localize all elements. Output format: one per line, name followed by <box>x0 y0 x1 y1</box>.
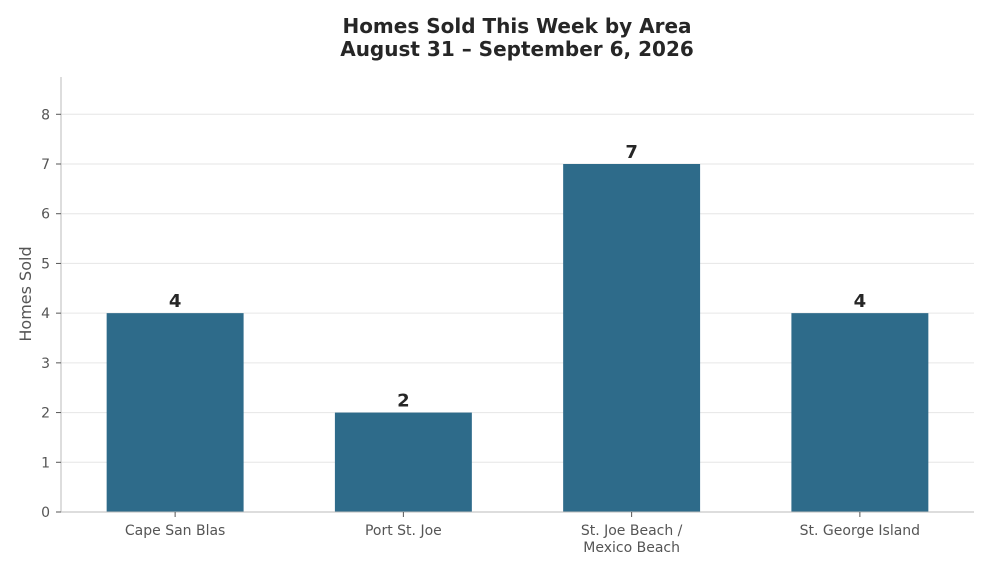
y-tick-label-7: 7 <box>41 157 50 173</box>
data-labels: 4 2 7 4 <box>169 142 866 412</box>
data-label-0: 4 <box>169 291 182 312</box>
y-tick-label-1: 1 <box>41 455 50 471</box>
bar-0 <box>106 313 244 512</box>
data-label-3: 4 <box>854 291 867 312</box>
x-tick-label-2-line-1: Mexico Beach <box>583 540 680 556</box>
x-axis-ticks: Cape San Blas Port St. Joe St. Joe Beach /… <box>125 512 920 556</box>
y-tick-label-2: 2 <box>41 406 50 422</box>
y-tick-label-5: 5 <box>41 256 50 272</box>
bar-2 <box>563 164 701 512</box>
y-tick-label-6: 6 <box>41 207 50 223</box>
chart-title: Homes Sold This Week by Area August 31 –… <box>340 14 694 61</box>
chart-title-line-2: August 31 – September 6, 2026 <box>340 37 694 61</box>
x-tick-label-2-line-0: St. Joe Beach / <box>581 523 683 539</box>
x-tick-label-3: St. George Island <box>800 523 920 539</box>
y-tick-label-0: 0 <box>41 505 50 521</box>
x-tick-label-3-line-0: St. George Island <box>800 523 920 539</box>
data-label-1: 2 <box>397 391 410 412</box>
y-axis-ticks: 0 1 2 3 4 5 6 7 8 <box>41 107 61 521</box>
bars <box>106 164 929 512</box>
y-tick-label-3: 3 <box>41 356 50 372</box>
x-tick-label-0: Cape San Blas <box>125 523 225 539</box>
x-tick-label-0-line-0: Cape San Blas <box>125 523 225 539</box>
x-tick-label-2: St. Joe Beach / Mexico Beach <box>581 523 683 556</box>
y-tick-label-4: 4 <box>41 306 50 322</box>
axes <box>60 77 974 513</box>
chart-title-line-1: Homes Sold This Week by Area <box>342 14 691 38</box>
bar-1 <box>334 412 472 512</box>
x-tick-label-1: Port St. Joe <box>365 523 442 539</box>
data-label-2: 7 <box>625 142 638 163</box>
x-tick-label-1-line-0: Port St. Joe <box>365 523 442 539</box>
y-tick-label-8: 8 <box>41 107 50 123</box>
y-axis-label: Homes Sold <box>16 246 35 341</box>
bar-3 <box>791 313 929 512</box>
